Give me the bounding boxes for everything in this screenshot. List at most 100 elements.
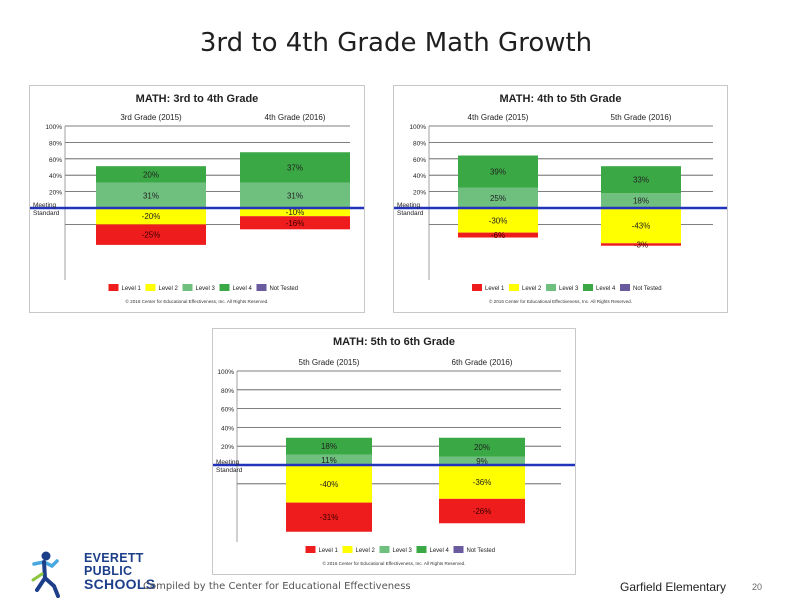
data-label: 31% [143, 191, 159, 200]
y-tick-label: 40% [49, 173, 62, 180]
data-label: 20% [143, 170, 159, 179]
y-tick-label: 60% [49, 157, 62, 164]
data-label: -6% [491, 231, 505, 240]
legend-label: Not Tested [633, 286, 662, 292]
bar-level-1 [240, 216, 350, 230]
chart-4th-to-5th: MATH: 4th to 5th Grade 4th Grade (2015) 5t… [393, 85, 728, 313]
data-label: -16% [286, 219, 305, 228]
legend-swatch [256, 284, 267, 291]
legend-label: Level 4 [233, 286, 253, 292]
legend-swatch [416, 546, 427, 553]
bar-level-4 [240, 152, 350, 183]
y-tick-label: 80% [413, 140, 426, 147]
data-label: 25% [490, 194, 506, 203]
legend-label: Level 1 [485, 286, 505, 292]
bar-level-2 [240, 208, 350, 217]
data-label: 9% [476, 457, 488, 466]
legend-swatch [620, 284, 630, 291]
y-tick-label: 20% [413, 190, 426, 197]
bar-level-4 [601, 166, 681, 194]
bar-level-3 [96, 182, 206, 208]
data-label: 39% [490, 168, 506, 177]
standard-label-line2: Standard [33, 210, 60, 217]
bar-level-1 [439, 498, 525, 524]
legend-label: Not Tested [467, 548, 496, 554]
data-label: -30% [489, 216, 508, 225]
data-label: -40% [320, 480, 339, 489]
legend-swatch [379, 546, 390, 553]
legend-swatch [546, 284, 556, 291]
legend-label: Level 4 [430, 548, 450, 554]
logo-line-1: EVERETT [84, 551, 144, 565]
y-tick-label: 20% [49, 190, 62, 197]
chart-title: MATH: 5th to 6th Grade [333, 336, 455, 348]
data-label: -3% [634, 240, 648, 249]
chart-title: MATH: 4th to 5th Grade [499, 93, 621, 105]
bar-level-2 [601, 208, 681, 244]
legend-label: Level 3 [559, 286, 579, 292]
legend-label: Level 1 [319, 548, 339, 554]
legend-swatch [145, 284, 156, 291]
y-tick-label: 60% [413, 157, 426, 164]
category-label: 6th Grade (2016) [452, 358, 513, 367]
bar-level-2 [439, 465, 525, 499]
legend-swatch [509, 284, 519, 291]
legend-swatch [583, 284, 593, 291]
bar-level-2 [458, 208, 538, 233]
slide-title: 3rd to 4th Grade Math Growth [199, 28, 593, 58]
data-label: 18% [633, 197, 649, 206]
y-tick-label: 100% [409, 124, 426, 131]
legend-label: Level 3 [393, 548, 413, 554]
copyright-note: © 2016 Center for Educational Effectiven… [323, 560, 466, 566]
bar-level-1 [96, 224, 206, 245]
y-tick-label: 100% [217, 369, 234, 376]
bar-level-1 [601, 243, 681, 246]
y-tick-label: 40% [413, 173, 426, 180]
bar-level-1 [286, 502, 372, 532]
data-label: 33% [633, 176, 649, 185]
bar-level-4 [458, 155, 538, 188]
bar-level-3 [458, 187, 538, 208]
logo-line-2: PUBLIC [84, 564, 133, 578]
data-label: -31% [320, 513, 339, 522]
legend-label: Level 3 [196, 286, 216, 292]
bar-level-2 [96, 208, 206, 225]
legend-swatch [182, 284, 193, 291]
bar-level-1 [458, 232, 538, 238]
legend-label: Level 2 [522, 286, 542, 292]
bar-level-3 [439, 456, 525, 465]
data-label: -25% [142, 231, 161, 240]
bar-level-2 [286, 465, 372, 503]
y-tick-label: 20% [221, 444, 234, 451]
chart-title: MATH: 3rd to 4th Grade [136, 93, 259, 105]
bar-level-3 [240, 182, 350, 208]
data-label: -36% [473, 478, 492, 487]
legend-swatch [472, 284, 482, 291]
legend-label: Level 1 [122, 286, 142, 292]
legend-label: Not Tested [270, 286, 299, 292]
bar-level-4 [286, 437, 372, 455]
data-label: 20% [474, 443, 490, 452]
legend-label: Level 2 [159, 286, 179, 292]
y-tick-label: 80% [221, 388, 234, 395]
bar-level-3 [601, 193, 681, 208]
y-tick-label: 40% [221, 425, 234, 432]
data-label: 31% [287, 191, 303, 200]
category-label: 5th Grade (2016) [611, 113, 672, 122]
footer-credit: Compiled by the Center for Educational E… [143, 581, 411, 592]
standard-label-line1: Meeting [216, 459, 240, 466]
legend-label: Level 4 [596, 286, 616, 292]
y-tick-label: 60% [221, 407, 234, 414]
copyright-note: © 2016 Center for Educational Effectiven… [126, 298, 269, 304]
legend-swatch [342, 546, 353, 553]
y-tick-label: 100% [45, 124, 62, 131]
data-label: 11% [321, 456, 336, 465]
y-tick-label: 80% [49, 140, 62, 147]
standard-label-line2: Standard [216, 467, 243, 474]
standard-label-line2: Standard [397, 210, 424, 217]
bar-level-4 [439, 437, 525, 457]
bar-level-3 [286, 454, 372, 465]
category-label: 4th Grade (2015) [468, 113, 529, 122]
chart-5th-to-6th: MATH: 5th to 6th Grade 5th Grade (2015) 6t… [212, 328, 576, 575]
data-label: -43% [632, 222, 651, 231]
